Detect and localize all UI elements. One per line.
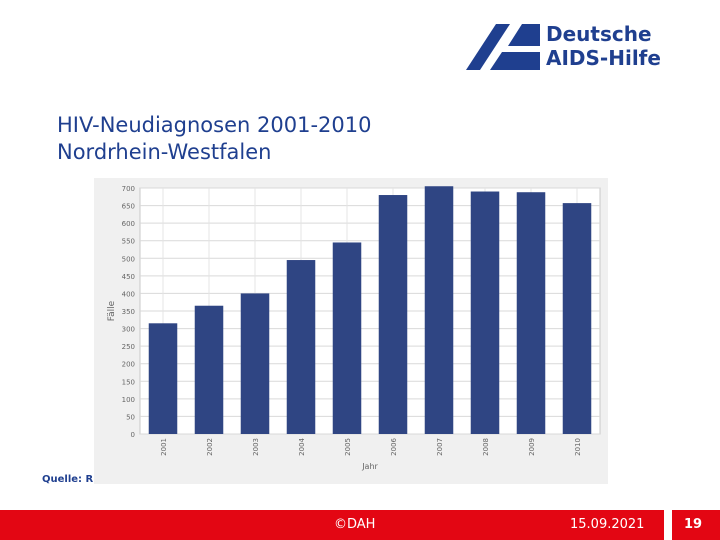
footer-bar: ©DAH 15.09.2021 19 <box>0 510 720 540</box>
footer-date: 15.09.2021 <box>570 517 645 532</box>
x-tick-label-2010: 2010 <box>574 438 582 456</box>
bar-2007 <box>424 186 454 434</box>
slide-title: HIV-Neudiagnosen 2001-2010 Nordrhein-Wes… <box>57 112 371 166</box>
chart-bars <box>148 186 592 434</box>
y-axis-label: Fälle <box>107 300 117 321</box>
x-tick-label-2003: 2003 <box>252 438 260 456</box>
x-tick-label-2002: 2002 <box>206 438 214 456</box>
bar-2005 <box>332 242 362 434</box>
title-line-2: Nordrhein-Westfalen <box>57 140 272 164</box>
y-tick-label-12: 600 <box>122 220 135 228</box>
logo-text: Deutsche AIDS-Hilfe <box>546 22 661 70</box>
y-tick-label-8: 400 <box>122 290 135 298</box>
bar-2009 <box>516 192 546 434</box>
bar-2001 <box>148 323 178 434</box>
y-tick-label-3: 150 <box>122 378 135 386</box>
y-tick-label-13: 650 <box>122 203 135 211</box>
y-tick-label-4: 200 <box>122 361 135 369</box>
x-tick-label-2005: 2005 <box>344 438 352 456</box>
bar-2002 <box>194 305 224 434</box>
footer-copyright: ©DAH <box>334 517 376 532</box>
y-tick-label-2: 100 <box>122 396 135 404</box>
y-tick-label-11: 550 <box>122 238 135 246</box>
title-line-1: HIV-Neudiagnosen 2001-2010 <box>57 113 372 137</box>
y-tick-label-7: 350 <box>122 308 135 316</box>
x-tick-label-2001: 2001 <box>160 438 168 456</box>
bar-2010 <box>562 203 592 434</box>
deutsche-aids-hilfe-logo: Deutsche AIDS-Hilfe <box>466 20 676 74</box>
bar-2004 <box>286 260 316 434</box>
y-tick-labels: 0 50 100 150 200 250 300 350 400 450 500 550 600 650 7… <box>122 185 135 439</box>
bar-chart: 0 50 100 150 200 250 300 350 400 450 500 550 600 650 7… <box>94 178 608 484</box>
x-axis-label: Jahr <box>361 462 378 471</box>
y-tick-label-10: 500 <box>122 255 135 263</box>
x-tick-label-2009: 2009 <box>528 438 536 456</box>
x-tick-labels: 2001 2002 2003 2004 2005 2006 2007 2008 2009 2010 <box>160 437 582 455</box>
footer-separator <box>664 510 672 540</box>
bar-2003 <box>240 293 270 434</box>
logo-line-2: AIDS-Hilfe <box>546 46 661 70</box>
y-tick-label-9: 450 <box>122 273 135 281</box>
y-tick-label-0: 0 <box>131 431 135 439</box>
y-tick-label-5: 250 <box>122 343 135 351</box>
x-tick-label-2007: 2007 <box>436 438 444 456</box>
footer-page-number: 19 <box>684 517 703 532</box>
logo-stripe-icon <box>466 24 540 70</box>
bar-2008 <box>470 191 500 434</box>
logo-line-1: Deutsche <box>546 22 652 46</box>
bar-2006 <box>378 195 408 434</box>
x-tick-label-2008: 2008 <box>482 438 490 456</box>
y-tick-label-1: 50 <box>126 413 135 421</box>
x-tick-label-2004: 2004 <box>298 437 306 455</box>
y-tick-label-6: 300 <box>122 326 135 334</box>
y-tick-label-14: 700 <box>122 185 135 193</box>
x-tick-label-2006: 2006 <box>390 437 398 455</box>
source-label: Quelle: R <box>42 474 94 485</box>
